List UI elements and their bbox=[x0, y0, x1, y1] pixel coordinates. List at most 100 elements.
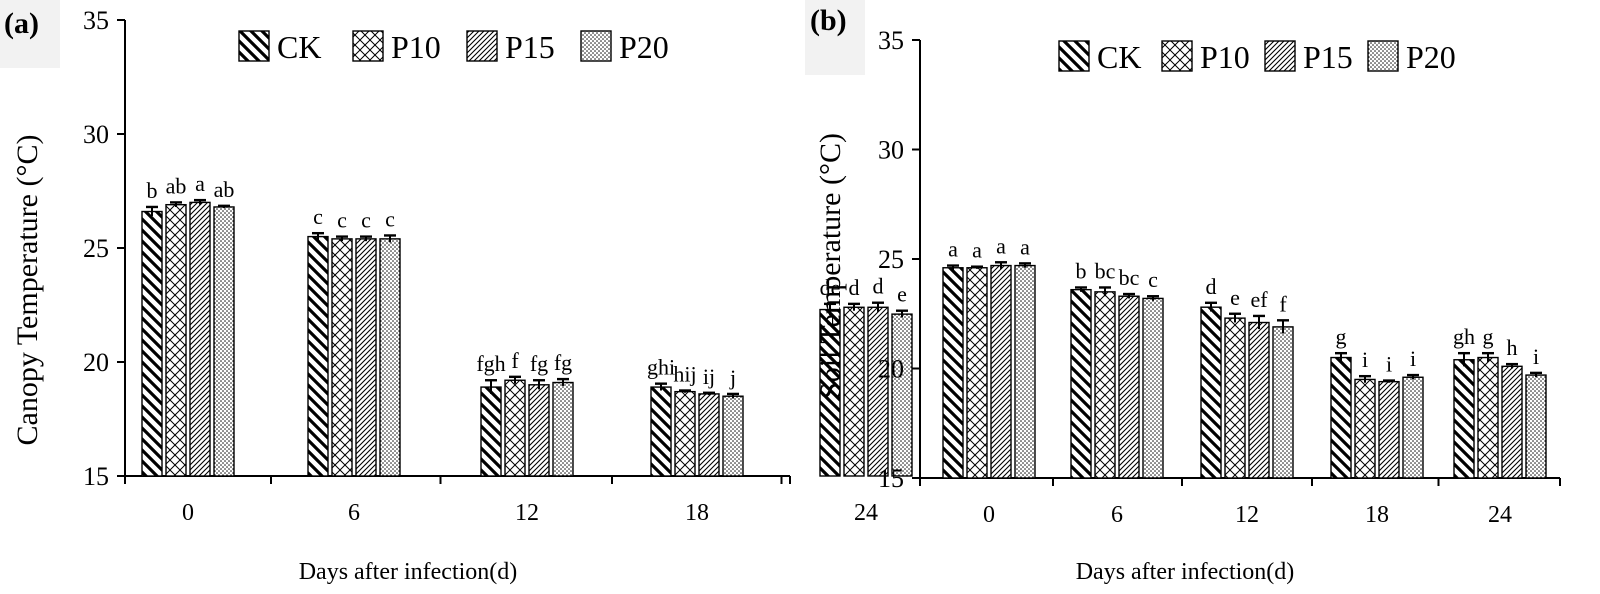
legend-swatch bbox=[466, 30, 498, 62]
significance-letter: ef bbox=[1250, 287, 1268, 312]
legend-swatch bbox=[1058, 40, 1090, 72]
significance-letter: e bbox=[897, 282, 907, 307]
x-axis-title: Days after infection(d) bbox=[299, 559, 518, 585]
significance-letter: de bbox=[820, 275, 841, 300]
legend-label: P20 bbox=[1406, 39, 1456, 75]
bar bbox=[504, 379, 526, 477]
bar bbox=[1453, 359, 1475, 479]
bar bbox=[1330, 356, 1352, 479]
significance-letter: hij bbox=[673, 362, 696, 387]
significance-letter: ij bbox=[703, 364, 715, 389]
significance-letter: c bbox=[337, 208, 347, 233]
panel-label-background bbox=[0, 0, 60, 68]
legend-swatch bbox=[1161, 40, 1193, 72]
y-axis-title: Canopy Temperature (°C) bbox=[11, 135, 44, 446]
bar bbox=[698, 393, 720, 477]
legend-swatch bbox=[238, 30, 270, 62]
significance-letter: e bbox=[1230, 285, 1240, 310]
legend-label: P15 bbox=[505, 29, 555, 65]
significance-letter: d bbox=[1206, 274, 1217, 299]
significance-letter: c bbox=[361, 208, 371, 233]
bar bbox=[1501, 365, 1523, 479]
bar bbox=[722, 395, 744, 477]
bar bbox=[1200, 306, 1222, 479]
significance-letter: a bbox=[996, 233, 1006, 258]
bar bbox=[1070, 288, 1092, 479]
y-tick-label: 35 bbox=[83, 6, 109, 35]
bar bbox=[867, 306, 889, 477]
significance-letter: ab bbox=[214, 177, 235, 202]
significance-letter: ghi bbox=[647, 355, 675, 380]
bar bbox=[1378, 380, 1400, 479]
significance-letter: i bbox=[1533, 344, 1539, 369]
panel-label: (a) bbox=[4, 7, 39, 40]
x-tick-label: 18 bbox=[685, 500, 709, 526]
legend-label: CK bbox=[277, 29, 321, 65]
x-tick-label: 6 bbox=[348, 500, 360, 526]
panel-a: (a) Canopy Temperature (°C) Days after i… bbox=[0, 0, 913, 585]
bar bbox=[379, 238, 401, 477]
x-axis-title: Days after infection(d) bbox=[1076, 559, 1295, 585]
significance-letter: i bbox=[1410, 346, 1416, 371]
significance-letter: bc bbox=[1095, 258, 1116, 283]
bar bbox=[307, 235, 329, 477]
significance-letter: a bbox=[195, 171, 205, 196]
significance-letter: d bbox=[873, 274, 884, 299]
legend-label: CK bbox=[1097, 39, 1141, 75]
significance-letter: d bbox=[849, 275, 860, 300]
significance-letter: a bbox=[1020, 234, 1030, 259]
bar bbox=[552, 381, 574, 477]
y-tick-label: 20 bbox=[878, 355, 904, 384]
bar bbox=[891, 313, 913, 477]
significance-letter: c bbox=[313, 204, 323, 229]
significance-letter: fgh bbox=[476, 351, 505, 376]
significance-letter: g bbox=[1336, 324, 1347, 349]
significance-letter: g bbox=[1483, 324, 1494, 349]
bar bbox=[1224, 317, 1246, 479]
panel-b: (b) Soil Temperature (°C) Days after inf… bbox=[805, 0, 1561, 585]
bar bbox=[966, 267, 988, 479]
bar bbox=[843, 306, 865, 477]
legend-swatch bbox=[1367, 40, 1399, 72]
panel-label: (b) bbox=[810, 4, 847, 37]
significance-letter: a bbox=[972, 238, 982, 263]
bar bbox=[1142, 297, 1164, 479]
x-tick-label: 24 bbox=[854, 500, 878, 526]
x-tick-label: 0 bbox=[182, 500, 194, 526]
y-tick-label: 15 bbox=[878, 464, 904, 493]
significance-letter: bc bbox=[1119, 265, 1140, 290]
legend-label: P20 bbox=[619, 29, 669, 65]
x-tick-label: 24 bbox=[1488, 502, 1512, 528]
y-tick-label: 30 bbox=[83, 120, 109, 149]
bar bbox=[1525, 374, 1547, 479]
x-tick-label: 0 bbox=[983, 502, 995, 528]
bar bbox=[942, 267, 964, 479]
significance-letter: f bbox=[1279, 291, 1287, 316]
bar bbox=[480, 386, 502, 477]
bar bbox=[1094, 291, 1116, 479]
legend-label: P10 bbox=[391, 29, 441, 65]
significance-letter: f bbox=[511, 348, 519, 373]
bar bbox=[1402, 376, 1424, 479]
significance-letter: b bbox=[147, 178, 158, 203]
y-tick-label: 20 bbox=[83, 348, 109, 377]
legend-label: P10 bbox=[1200, 39, 1250, 75]
bar bbox=[1477, 356, 1499, 479]
bar bbox=[650, 386, 672, 477]
bar bbox=[1118, 295, 1140, 479]
significance-letter: c bbox=[1148, 267, 1158, 292]
significance-letter: ab bbox=[166, 173, 187, 198]
y-tick-label: 30 bbox=[878, 136, 904, 165]
bar bbox=[674, 390, 696, 477]
x-tick-label: 6 bbox=[1111, 502, 1123, 528]
legend-label: P15 bbox=[1303, 39, 1353, 75]
legend-swatch bbox=[580, 30, 612, 62]
x-tick-label: 18 bbox=[1365, 502, 1389, 528]
bar bbox=[990, 264, 1012, 479]
significance-letter: gh bbox=[1453, 324, 1475, 349]
bar bbox=[165, 203, 187, 477]
significance-letter: i bbox=[1386, 352, 1392, 377]
x-tick-label: 12 bbox=[1235, 502, 1259, 528]
legend-swatch bbox=[1264, 40, 1296, 72]
